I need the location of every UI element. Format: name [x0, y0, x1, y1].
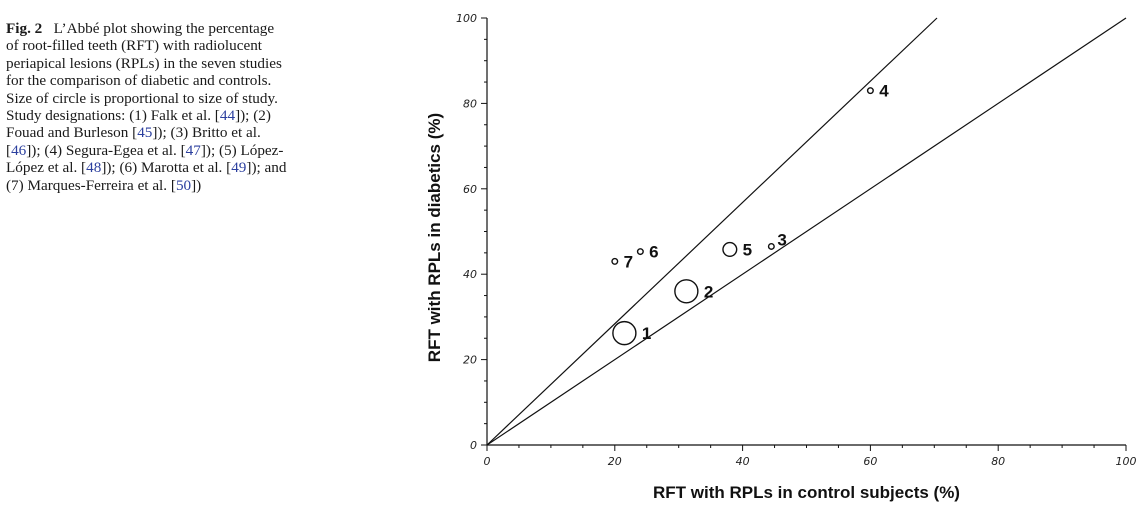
x-tick-label: 0	[484, 455, 491, 468]
reference-link[interactable]: 48	[86, 159, 102, 177]
caption-segment: L’Abbé plot showing the percentage of ro…	[6, 20, 282, 125]
study-label: 5	[743, 240, 752, 259]
y-tick-label: 20	[463, 354, 477, 367]
reference-lines	[486, 17, 1127, 446]
reference-link[interactable]: 49	[231, 159, 247, 177]
figure-caption: Fig. 2 L’Abbé plot showing the percentag…	[6, 20, 290, 194]
study-label: 1	[642, 324, 651, 343]
study-label: 2	[704, 282, 713, 301]
study-points: 1 2 3 4 5 67	[611, 82, 889, 346]
reference-line	[486, 17, 938, 446]
study-circle	[866, 87, 874, 95]
study-circle	[636, 248, 644, 256]
x-tick-label: 100	[1116, 455, 1137, 468]
x-tick-label: 40	[736, 455, 750, 468]
study-circle	[767, 242, 775, 250]
y-tick-label: 0	[470, 439, 477, 452]
caption-segment: ]); (4) Segura-Egea et al. [	[26, 141, 186, 159]
study-circle	[612, 320, 637, 346]
reference-link[interactable]: 45	[137, 124, 153, 142]
x-tick-label: 20	[608, 455, 622, 468]
caption-segment: ]); (2) Fouad and Burleson [	[6, 107, 271, 142]
y-tick-label: 100	[456, 12, 477, 25]
y-tick-label: 60	[463, 183, 477, 196]
reference-link[interactable]: 44	[219, 107, 236, 125]
reference-link[interactable]: 50	[175, 176, 192, 194]
study-circle	[674, 279, 699, 304]
study-label: 7	[624, 252, 633, 271]
study-label: 3	[777, 230, 786, 249]
caption-segment: ]); (5) López-López et al. [	[6, 141, 284, 177]
caption-segment: ]); and (7) Marques-Ferreira et al. [	[6, 159, 287, 194]
reference-line	[486, 17, 1127, 446]
x-tick-label: 80	[991, 455, 1005, 468]
y-axis-title: RFT with RPLs in diabetics (%)	[425, 113, 444, 362]
caption-text: L’Abbé plot showing the percentage of ro…	[6, 20, 286, 194]
study-label: 6	[649, 243, 658, 262]
caption-segment: ]); (6) Marotta et al. [	[101, 159, 232, 177]
study-label: 4	[879, 82, 889, 101]
plot-axes: 0 20 40 60 80 100 0 20 40 60 80 100	[456, 12, 1137, 468]
reference-link[interactable]: 46	[11, 141, 27, 159]
y-tick-label: 40	[463, 268, 477, 281]
caption-segment: ]); (3) Britto et al. [	[6, 124, 261, 159]
y-tick-label: 80	[463, 97, 477, 110]
x-axis-title: RFT with RPLs in control subjects (%)	[653, 483, 960, 502]
reference-link[interactable]: 47	[185, 141, 201, 159]
x-tick-label: 60	[863, 455, 877, 468]
figure-label: Fig. 2	[6, 20, 43, 37]
study-circle	[722, 241, 738, 257]
caption-segment: ])	[191, 176, 202, 194]
study-circle	[611, 257, 619, 265]
